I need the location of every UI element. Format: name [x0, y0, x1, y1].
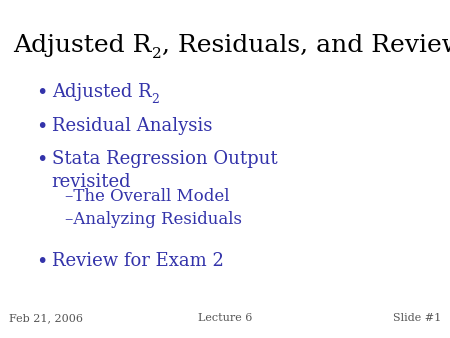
Text: Lecture 6: Lecture 6 — [198, 313, 252, 323]
Text: 2: 2 — [151, 93, 159, 106]
Text: •: • — [36, 150, 47, 169]
Text: –The Overall Model: –The Overall Model — [65, 188, 230, 204]
Text: 2: 2 — [152, 47, 162, 61]
Text: •: • — [36, 252, 47, 271]
Text: •: • — [36, 117, 47, 136]
Text: Residual Analysis: Residual Analysis — [52, 117, 212, 135]
Text: Adjusted R: Adjusted R — [52, 83, 151, 101]
Text: •: • — [36, 83, 47, 102]
Text: Review for Exam 2: Review for Exam 2 — [52, 252, 224, 270]
Text: Adjusted R: Adjusted R — [14, 34, 152, 57]
Text: –Analyzing Residuals: –Analyzing Residuals — [65, 211, 242, 228]
Text: Slide #1: Slide #1 — [393, 313, 441, 323]
Text: Feb 21, 2006: Feb 21, 2006 — [9, 313, 83, 323]
Text: , Residuals, and Review: , Residuals, and Review — [162, 34, 450, 57]
Text: Stata Regression Output
revisited: Stata Regression Output revisited — [52, 150, 277, 191]
